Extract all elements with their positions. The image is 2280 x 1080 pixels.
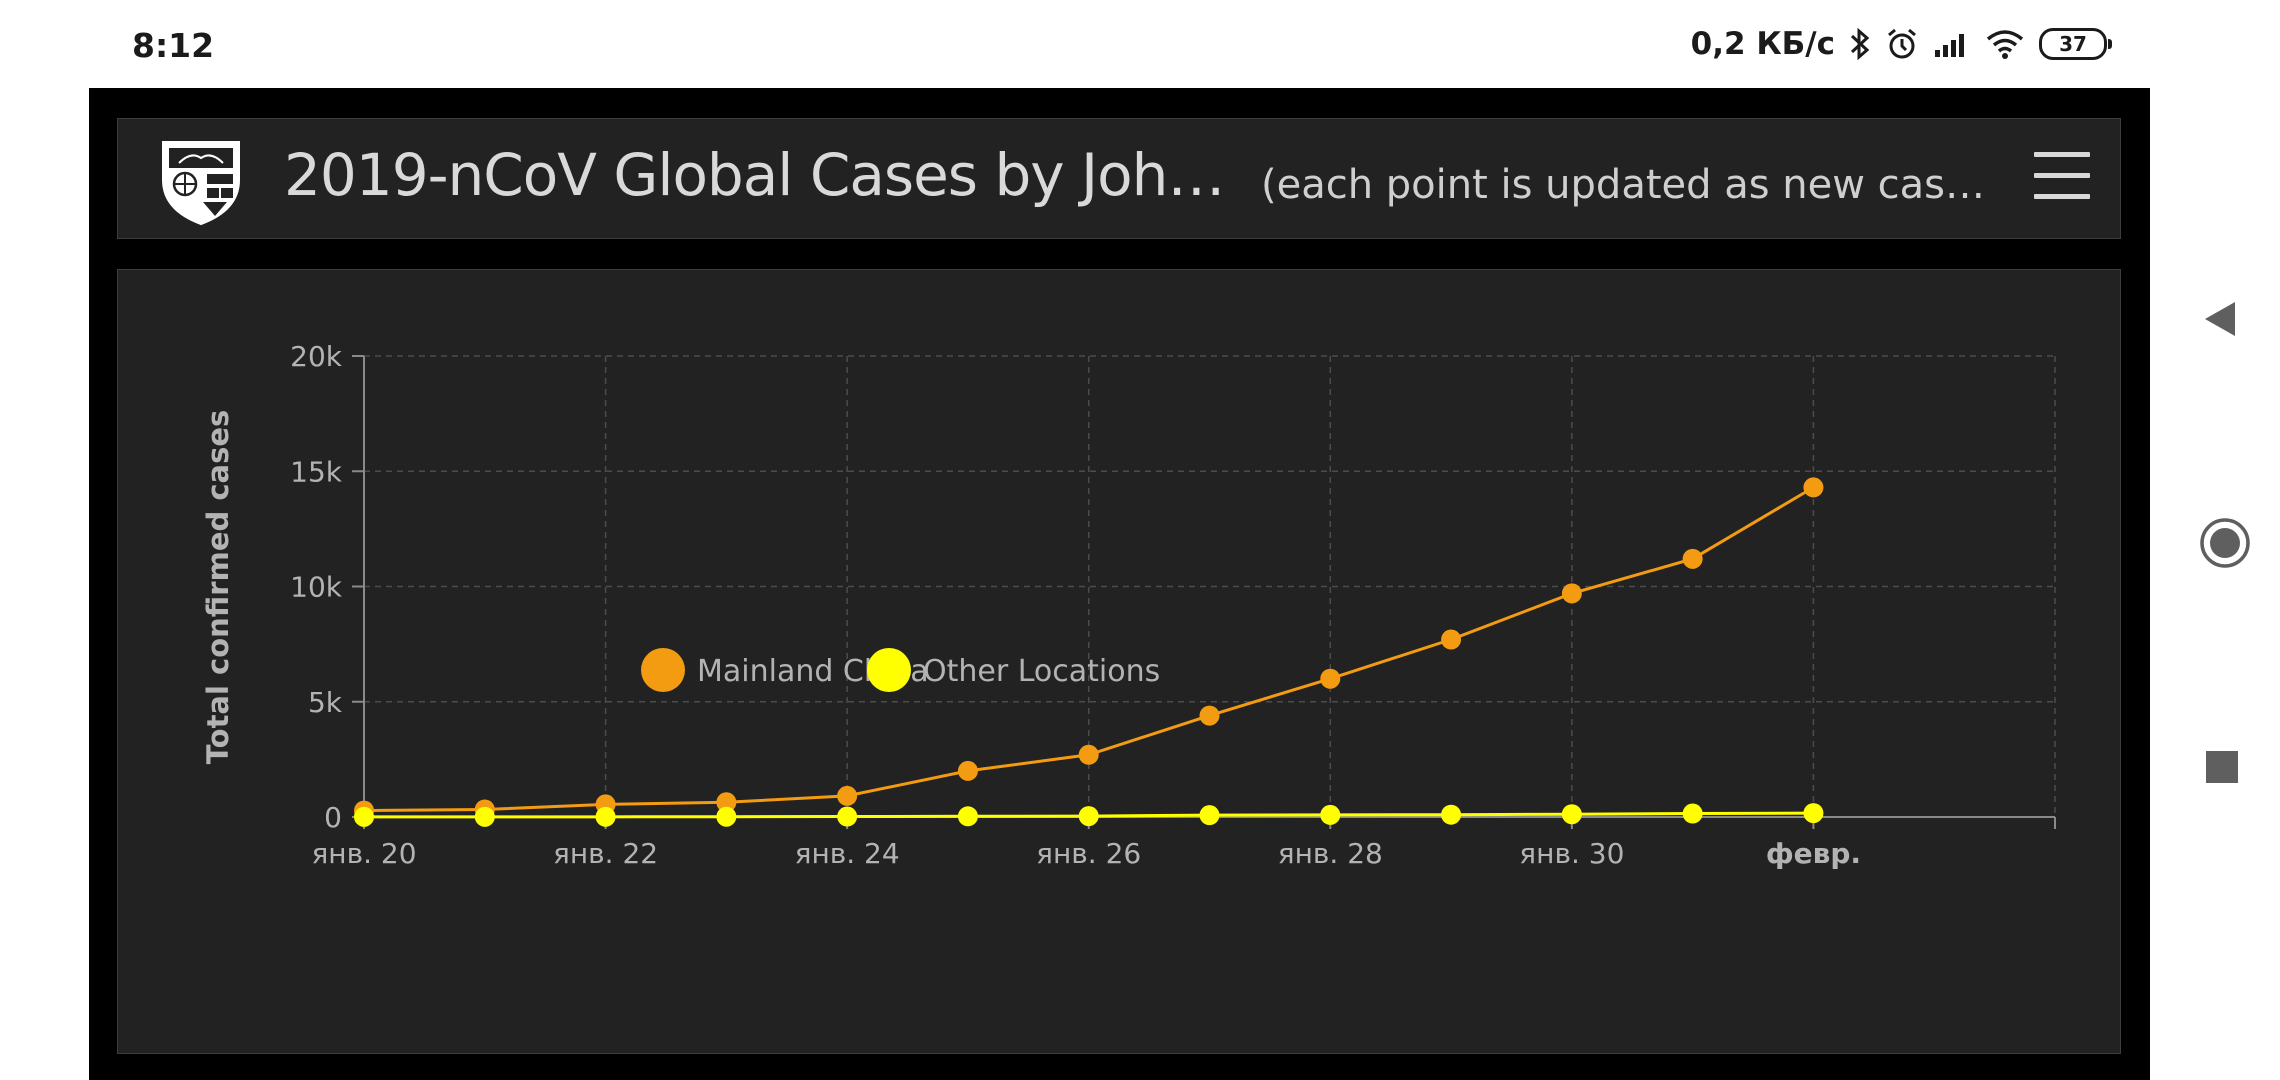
cases-line-chart: 0 5k 10k 15k 20k янв. 20 янв. 22 янв. 24 янв. 26… xyxy=(201,340,2056,870)
legend-marker xyxy=(641,648,685,692)
menu-line xyxy=(2034,173,2090,178)
data-point xyxy=(1803,477,1824,498)
legend-label: Other Locations xyxy=(923,654,1160,689)
y-axis-title: Total confirmed cases xyxy=(201,410,235,765)
data-point xyxy=(1441,629,1462,650)
app-subtitle: (each point is updated as new cas… xyxy=(1261,162,1986,208)
signal-icon xyxy=(1933,30,1971,58)
data-point xyxy=(1199,805,1220,826)
data-point xyxy=(837,806,858,827)
data-point xyxy=(474,806,495,827)
data-point xyxy=(1682,548,1703,569)
home-circle-icon[interactable] xyxy=(2199,517,2251,569)
data-point xyxy=(354,806,374,827)
data-point xyxy=(1199,705,1220,726)
screen: 8:12 0,2 КБ/с 37 xyxy=(89,0,2237,1080)
data-point xyxy=(1561,804,1582,825)
y-tick-label: 5k xyxy=(308,686,343,719)
menu-line xyxy=(2034,194,2090,199)
dashboard-header: 2019-nCoV Global Cases by Joh… (each poi… xyxy=(117,118,2121,239)
x-tick-label: февр. xyxy=(1766,837,1861,870)
legend-marker xyxy=(867,648,911,692)
battery-icon: 37 xyxy=(2039,28,2112,60)
x-tick-label: янв. 20 xyxy=(311,837,416,870)
x-tick-label: янв. 26 xyxy=(1036,837,1141,870)
university-shield-logo xyxy=(162,141,240,226)
y-tick-label: 0 xyxy=(324,801,342,834)
data-point xyxy=(957,806,978,827)
data-point xyxy=(595,806,616,827)
data-point xyxy=(1441,804,1462,825)
status-time: 8:12 xyxy=(132,26,215,65)
data-point xyxy=(1682,803,1703,824)
recents-square-icon[interactable] xyxy=(2205,750,2239,784)
status-icons: 0,2 КБ/с 37 xyxy=(1690,22,2112,66)
network-speed: 0,2 КБ/с xyxy=(1690,26,1835,62)
alarm-icon xyxy=(1885,27,1919,61)
status-bar: 8:12 0,2 КБ/с 37 xyxy=(89,0,2150,88)
data-point xyxy=(837,785,858,806)
data-point xyxy=(1320,668,1341,689)
chart-panel: 0 5k 10k 15k 20k янв. 20 янв. 22 янв. 24 янв. 26… xyxy=(117,269,2121,1054)
y-tick-label: 20k xyxy=(290,340,343,373)
back-triangle-icon[interactable] xyxy=(2202,300,2238,338)
y-tick-label: 10k xyxy=(290,571,343,604)
data-point xyxy=(1803,803,1824,824)
data-point xyxy=(716,792,737,813)
data-point xyxy=(1320,804,1341,825)
y-tick-label: 15k xyxy=(290,455,343,488)
x-tick-label: янв. 22 xyxy=(553,837,658,870)
x-tick-label: янв. 30 xyxy=(1519,837,1624,870)
data-point xyxy=(1078,744,1099,765)
data-point xyxy=(1561,583,1582,604)
wifi-icon xyxy=(1985,28,2025,60)
app-title: 2019-nCoV Global Cases by Joh… xyxy=(284,141,1225,209)
hamburger-menu-icon[interactable] xyxy=(2034,152,2090,204)
system-navigation-bar xyxy=(2150,0,2280,1080)
x-tick-label: янв. 28 xyxy=(1278,837,1383,870)
bluetooth-icon xyxy=(1849,27,1871,61)
data-point xyxy=(1078,806,1099,827)
data-point xyxy=(716,806,737,827)
x-tick-label: янв. 24 xyxy=(795,837,900,870)
data-point xyxy=(957,760,978,781)
menu-line xyxy=(2034,152,2090,157)
